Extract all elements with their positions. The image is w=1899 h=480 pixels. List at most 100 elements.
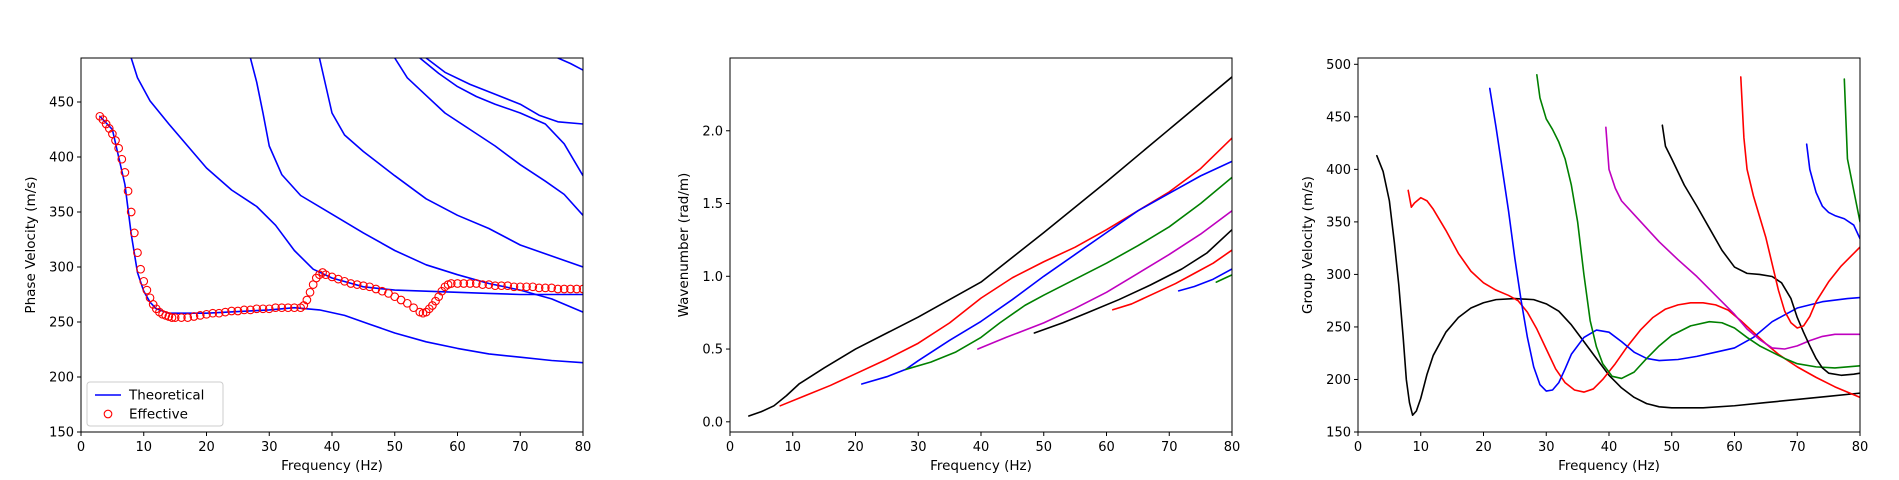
data-point (117, 154, 127, 164)
plot-area (95, 58, 583, 364)
x-tick-label: 10 (784, 440, 801, 455)
x-tick-label: 60 (1726, 440, 1743, 455)
series-line-3 (249, 58, 583, 313)
series-line-3 (860, 160, 1232, 385)
x-tick-label: 50 (1663, 440, 1680, 455)
legend-label: Theoretical (128, 388, 204, 404)
data-point (365, 282, 375, 292)
x-tick-label: 50 (386, 440, 403, 455)
y-tick-label: 2.0 (702, 124, 723, 139)
data-point (371, 284, 381, 294)
y-tick-label: 200 (1326, 373, 1351, 388)
series-line-2 (1407, 189, 1860, 399)
data-point (428, 301, 437, 310)
series-line-8 (1177, 268, 1232, 292)
data-point (333, 274, 343, 284)
x-tick-label: 70 (1789, 440, 1806, 455)
y-tick-label: 400 (1326, 163, 1351, 178)
x-tick-label: 40 (324, 440, 341, 455)
x-axis-label: Frequency (Hz) (1558, 458, 1660, 474)
data-point (220, 307, 230, 317)
x-tick-label: 20 (198, 440, 215, 455)
data-point (490, 281, 500, 291)
data-point (509, 282, 519, 292)
y-tick-label: 200 (49, 371, 74, 386)
data-point (239, 305, 249, 315)
data-point (578, 284, 583, 294)
data-point (142, 285, 152, 295)
data-point (534, 283, 544, 293)
data-point (189, 312, 199, 321)
data-point (566, 284, 575, 294)
series-line-6 (419, 58, 583, 177)
x-tick-label: 80 (1852, 440, 1869, 455)
y-tick-label: 1.5 (702, 197, 723, 212)
data-point (98, 115, 108, 124)
data-point (340, 276, 349, 286)
plot-area (748, 76, 1232, 417)
data-point (129, 228, 139, 238)
series-line-1 (748, 76, 1232, 417)
data-point (321, 270, 331, 280)
y-axis-label: Phase Velocity (m/s) (23, 176, 39, 313)
series-line-9 (1843, 78, 1860, 223)
y-tick-label: 450 (1326, 110, 1351, 125)
x-tick-label: 80 (1224, 440, 1241, 455)
y-tick-label: 1.0 (702, 270, 723, 285)
data-point (503, 281, 513, 291)
y-tick-label: 150 (49, 426, 74, 441)
legend-box (86, 381, 224, 427)
data-point (553, 284, 563, 294)
data-point (133, 248, 142, 258)
y-tick-label: 450 (49, 96, 74, 111)
y-tick-label: 300 (1326, 268, 1351, 283)
chart-panel-2: 0 10 20 30 40 50 60 70 80 0.0 0.5 1.0 1.5 2.0 Frequenc… (676, 57, 1241, 474)
x-tick-label: 80 (575, 440, 592, 455)
legend-label: Effective (129, 407, 188, 423)
data-point (277, 303, 287, 313)
data-point (246, 305, 255, 315)
data-point (170, 313, 180, 322)
series-line-9 (1215, 274, 1232, 283)
data-point (123, 186, 133, 196)
y-tick-label: 250 (1326, 320, 1351, 335)
y-tick-label: 0.5 (702, 343, 723, 358)
data-point (572, 284, 582, 294)
data-point (528, 282, 538, 292)
x-tick-label: 10 (1412, 440, 1429, 455)
data-point (148, 300, 158, 309)
x-tick-label: 70 (512, 440, 529, 455)
data-point (283, 303, 293, 313)
data-point (290, 303, 299, 313)
legend: Theoretical Effective (86, 381, 224, 427)
data-point (177, 313, 186, 322)
data-point (471, 279, 481, 288)
data-point (195, 311, 205, 320)
series-line-7 (425, 58, 583, 125)
x-tick-label: 50 (1035, 440, 1052, 455)
data-point (208, 308, 218, 318)
x-tick-label: 0 (726, 440, 734, 455)
y-tick-label: 350 (1326, 215, 1351, 230)
x-tick-label: 40 (973, 440, 990, 455)
data-point (437, 286, 447, 296)
data-point (114, 143, 123, 153)
y-axis-label: Group Velocity (m/s) (1300, 176, 1316, 314)
axes-frame (729, 57, 1233, 433)
data-point (258, 304, 268, 314)
legend-marker-swatch (103, 409, 113, 419)
data-point (305, 287, 315, 297)
series-line-4 (904, 176, 1232, 371)
x-axis-label: Frequency (Hz) (930, 458, 1032, 474)
data-point (465, 279, 475, 288)
y-tick-label: 250 (49, 316, 74, 331)
x-tick-label: 60 (449, 440, 466, 455)
series-line-6 (1033, 228, 1232, 334)
data-point (559, 284, 569, 294)
data-point (478, 280, 487, 289)
data-point (352, 280, 362, 289)
data-point (431, 296, 440, 306)
series-line-1 (99, 115, 583, 364)
data-point (446, 279, 456, 288)
